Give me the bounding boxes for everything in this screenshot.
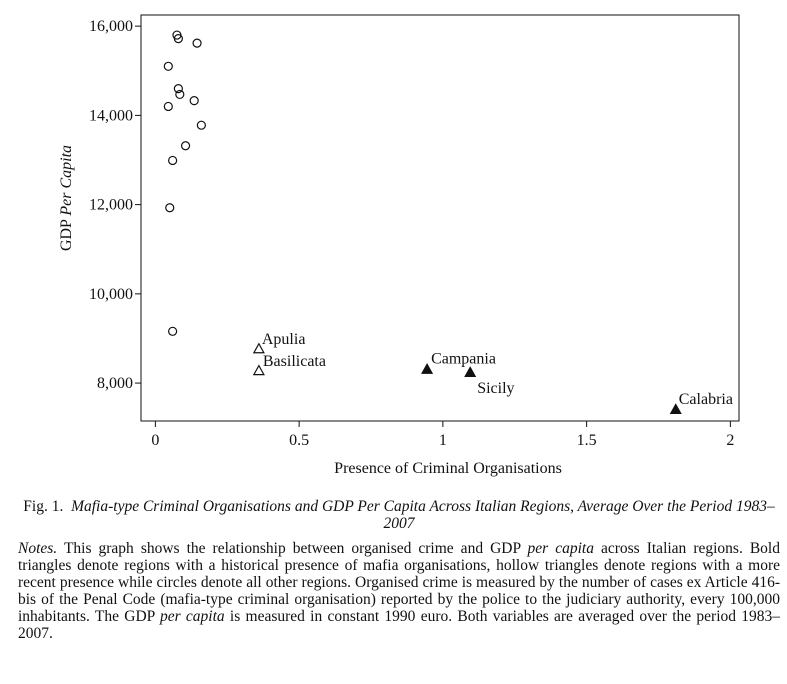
y-tick-label: 14,000: [89, 107, 133, 124]
data-point-circle: [189, 96, 199, 106]
data-point-circle: [168, 155, 178, 166]
data-point-circle: [196, 120, 206, 130]
y-axis-label: GDP Per Capita: [58, 145, 75, 251]
data-point-filled-triangle: [421, 363, 434, 374]
data-point-circle: [165, 203, 175, 213]
point-label: Calabria: [679, 391, 733, 408]
notes-emphasis: per capita: [527, 540, 594, 557]
data-point-filled-triangle: [464, 366, 477, 378]
y-axis-label-prefix: GDP: [58, 216, 75, 251]
axes: 0 0.5 1 1.5 2 8,000 10,000 12,000 14,000 16,000: [89, 18, 734, 449]
data-point-circle: [173, 34, 183, 44]
point-label: Basilicata: [263, 353, 326, 370]
data-point-circle: [168, 326, 178, 336]
x-tick-label: 0: [151, 432, 159, 449]
data-marks: Apulia Basilicata Campania Sicily Calabria: [163, 30, 733, 415]
notes-emphasis: per capita: [159, 608, 225, 625]
data-point-circle: [192, 38, 202, 48]
figure-caption-title: Fig. 1. Mafia-type Criminal Organisation…: [18, 498, 780, 532]
data-point-filled-triangle: [669, 403, 682, 415]
notes-text-part: This graph shows the relationship betwee…: [63, 540, 521, 557]
data-point-circle: [163, 61, 173, 71]
point-label: Campania: [431, 351, 496, 368]
y-axis-label-italic: Per Capita: [58, 145, 75, 217]
notes-text-part: is measured in constant 1990 euro. Both …: [18, 608, 781, 642]
x-tick-label: 1.5: [577, 432, 597, 449]
data-point-circle: [175, 89, 185, 100]
y-tick-label: 10,000: [89, 286, 133, 303]
figure-notes: Notes. This graph shows the relationship…: [18, 540, 780, 642]
notes-label: Notes.: [18, 540, 58, 557]
x-tick-label: 1: [439, 432, 447, 449]
data-point-hollow-triangle: [252, 364, 265, 376]
y-tick-label: 12,000: [89, 197, 133, 214]
x-tick-label: 2: [726, 432, 734, 449]
y-tick-label: 16,000: [89, 18, 133, 35]
point-label: Sicily: [477, 380, 514, 397]
data-point-circle: [173, 84, 183, 94]
scatter-chart: 0 0.5 1 1.5 2 8,000 10,000 12,000 14,000 16,000 A…: [58, 14, 740, 477]
x-tick-label: 0.5: [289, 432, 309, 449]
data-point-circle: [180, 141, 191, 151]
data-point-circle: [163, 101, 173, 112]
y-tick-label: 8,000: [97, 375, 133, 392]
notes-text-part: across Italian regions. Bold triangles d…: [18, 540, 780, 625]
point-label: Apulia: [262, 331, 306, 348]
x-axis-label: Presence of Criminal Organisations: [334, 460, 562, 477]
figure-title: Mafia-type Criminal Organisations and GD…: [71, 498, 775, 532]
figure-label: Fig. 1.: [23, 498, 64, 515]
plot-frame: [140, 14, 740, 422]
data-point-hollow-triangle: [252, 342, 265, 354]
